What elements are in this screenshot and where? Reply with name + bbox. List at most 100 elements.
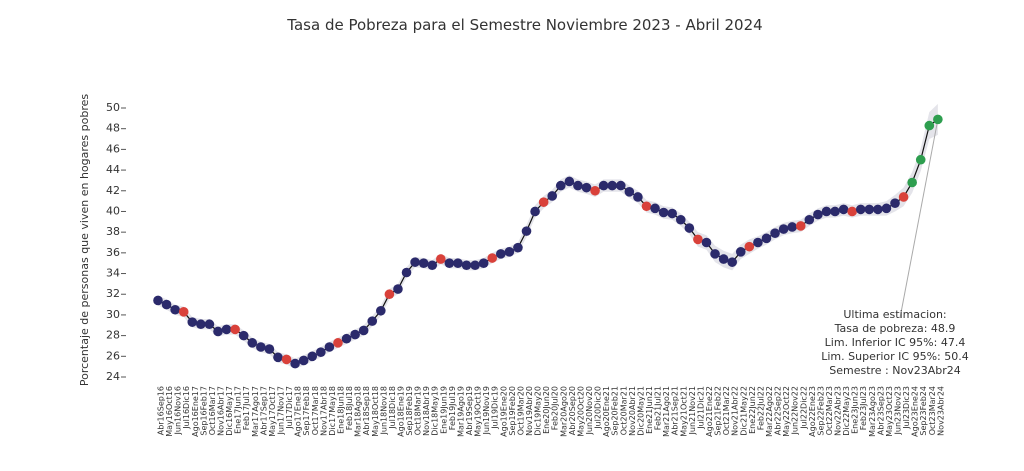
x-tick-label: May20Oct20 <box>576 386 585 437</box>
x-tick-label: Oct18Mar19 <box>414 386 423 435</box>
data-point <box>504 247 515 257</box>
x-tick-label: Sep23Feb24 <box>919 386 928 436</box>
x-tick-label: Abr17Sep17 <box>259 386 268 435</box>
x-tick-label: Feb18Jul18 <box>345 386 354 430</box>
x-tick-label: Ene23Jun23 <box>851 386 860 434</box>
annotation-text: Lim. Superior IC 95%: 50.4 <box>821 350 969 363</box>
x-tick-label: Feb17Jul17 <box>242 386 251 430</box>
annotation-text: Ultima estimacion: <box>843 308 946 321</box>
x-tick-label: Feb22Jul22 <box>756 386 765 430</box>
x-tick-label: May18Oct18 <box>371 386 380 437</box>
y-tick-label: 32 <box>106 287 120 300</box>
data-point <box>675 214 686 225</box>
data-point <box>256 342 266 352</box>
data-point <box>238 330 249 341</box>
x-tick-label: May23Oct23 <box>885 386 894 437</box>
data-point <box>213 326 223 337</box>
x-tick-label: Ago20Ene21 <box>602 386 611 437</box>
data-point <box>376 305 386 316</box>
data-point <box>298 355 309 366</box>
x-tick-label: Ene22Jun22 <box>748 386 757 434</box>
x-tick-label: Abr23Sep23 <box>876 386 885 435</box>
x-tick-label: Mar21Ago21 <box>662 386 671 437</box>
data-point <box>187 317 198 327</box>
y-axis-label: Porcentaje de personas que viven en hoga… <box>78 94 91 387</box>
data-point <box>418 258 429 268</box>
x-tick-label: Oct19Mar20 <box>516 386 525 435</box>
x-tick-label: Nov19Abr20 <box>525 386 534 436</box>
x-tick-label: Ene19Jun19 <box>439 386 448 434</box>
x-tick-label: Mar19Ago19 <box>456 386 465 437</box>
data-point <box>684 223 695 233</box>
data-point <box>461 260 472 271</box>
annotation-text: Lim. Inferior IC 95%: 47.4 <box>825 336 966 349</box>
confidence-band <box>158 103 938 369</box>
y-tick-label: 36 <box>106 246 120 259</box>
x-tick-label: Nov17Abr18 <box>319 386 328 436</box>
x-tick-label: Oct17Mar18 <box>311 386 320 435</box>
data-point <box>598 180 609 191</box>
data-point <box>658 207 669 218</box>
x-tick-label: Ago23Ene24 <box>911 386 920 437</box>
x-tick-label: Jul22Dic22 <box>799 386 808 430</box>
data-point <box>693 234 703 245</box>
x-tick-label: Ago22Ene23 <box>808 386 817 437</box>
y-tick-label: 40 <box>106 204 120 217</box>
x-tick-label: Jun20Nov20 <box>585 386 594 435</box>
data-point <box>153 295 163 306</box>
data-point <box>727 257 737 267</box>
data-point <box>590 185 600 196</box>
data-point <box>813 209 823 220</box>
chart-title: Tasa de Pobreza para el Semestre Noviemb… <box>286 16 762 34</box>
y-tick-label: 44 <box>106 163 120 176</box>
data-point <box>307 351 318 362</box>
x-tick-label: Jul20Dic20 <box>594 386 603 430</box>
data-point <box>290 358 300 369</box>
trend-line <box>157 118 939 365</box>
x-tick-label: Jul17Dic17 <box>285 386 294 430</box>
x-tick-label: Abr16Sep16 <box>157 386 166 435</box>
x-tick-label: Ene20Jun20 <box>542 386 551 434</box>
x-tick-label: Sep17Feb18 <box>302 386 311 436</box>
x-tick-label: Abr20Sep20 <box>568 386 577 435</box>
data-point <box>178 307 189 317</box>
x-tick-label: May16Oct16 <box>165 386 174 437</box>
data-point <box>470 260 480 271</box>
x-tick-label: Abr21Sep21 <box>671 386 680 435</box>
x-tick-label: Dic16May17 <box>225 386 234 436</box>
data-point <box>915 154 926 165</box>
data-point <box>555 180 566 191</box>
y-tick-label: 48 <box>106 122 120 135</box>
data-point <box>770 228 780 238</box>
x-tick-label: Jul21Dic21 <box>696 386 705 430</box>
data-point <box>316 347 326 357</box>
data-point <box>487 253 498 263</box>
y-tick-label: 46 <box>106 142 120 155</box>
data-point <box>864 204 875 215</box>
x-tick-label: Jun16Nov16 <box>174 386 183 435</box>
x-tick-label: Abr22Sep22 <box>774 386 783 435</box>
data-point <box>401 267 412 278</box>
x-tick-label: Feb23Jul23 <box>859 386 868 430</box>
annotation-arrow <box>899 119 939 319</box>
data-point <box>393 284 403 294</box>
x-tick-label: Mar23Ago23 <box>868 386 877 437</box>
data-point <box>821 206 832 217</box>
y-tick-label: 28 <box>106 329 120 342</box>
x-tick-label: Sep22Feb23 <box>816 386 825 436</box>
x-tick-label: Jun23Nov23 <box>894 386 903 435</box>
data-point <box>838 204 849 215</box>
data-point <box>264 344 275 354</box>
x-tick-label: Ago17Ene18 <box>294 386 303 437</box>
x-tick-label: Feb20Jul20 <box>551 386 560 430</box>
x-tick-label: Dic20May21 <box>636 386 645 436</box>
x-tick-label: Oct21Mar22 <box>722 386 731 435</box>
data-point <box>410 257 420 267</box>
data-point <box>710 249 720 259</box>
x-tick-label: Jun18Nov18 <box>379 386 388 435</box>
data-point <box>847 206 857 217</box>
y-tick-label: 26 <box>106 349 120 362</box>
data-point <box>521 226 532 236</box>
data-point <box>367 316 378 326</box>
